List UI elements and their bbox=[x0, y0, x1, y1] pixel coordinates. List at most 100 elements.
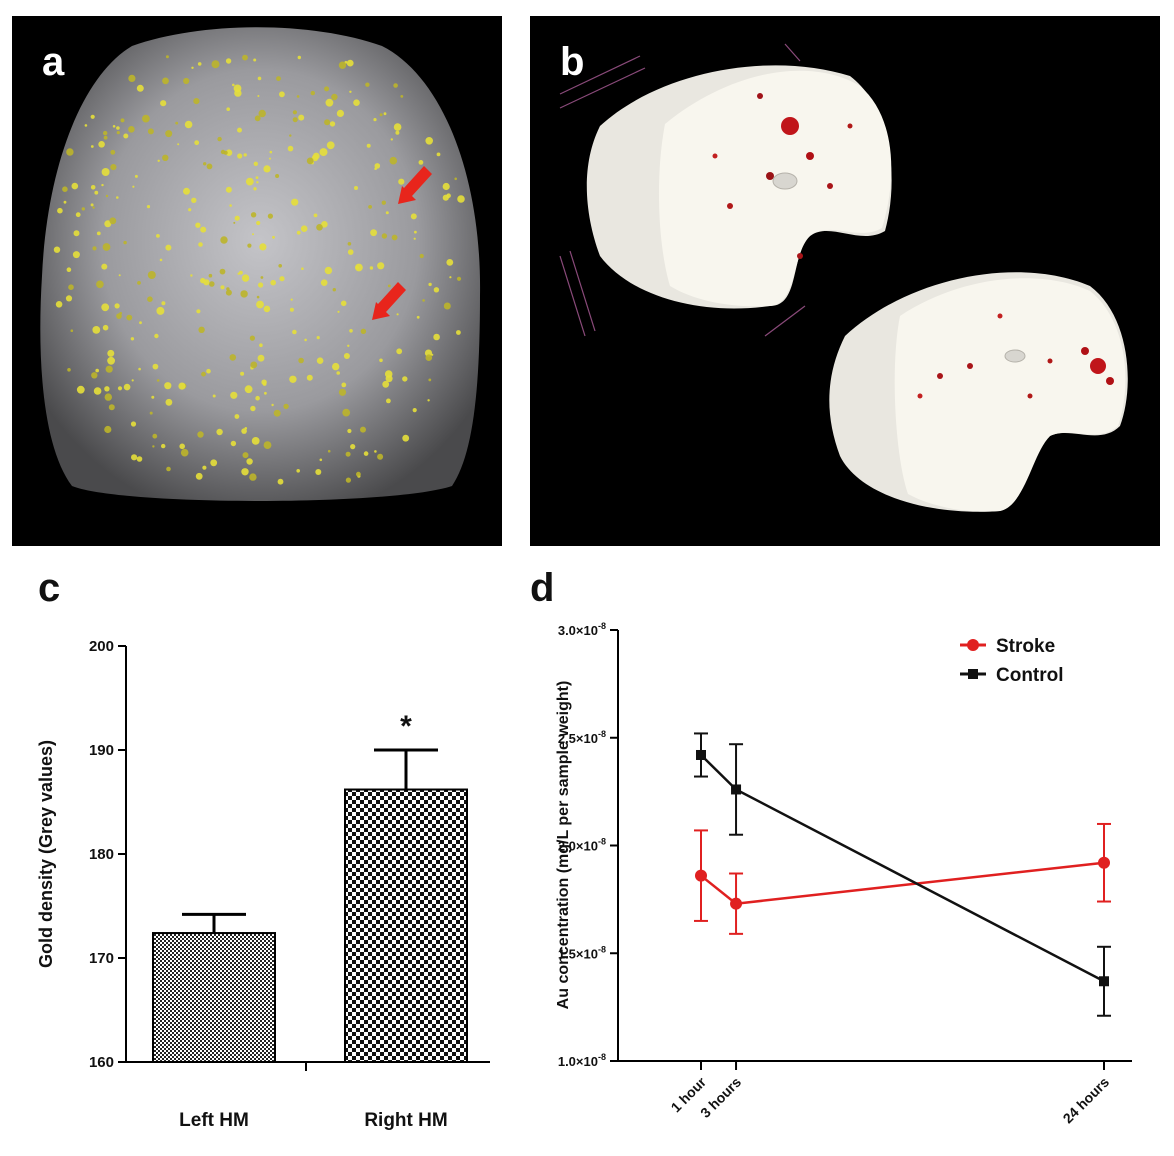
y-tick-label: 190 bbox=[89, 742, 114, 759]
gold-particle bbox=[250, 361, 258, 369]
gold-particle bbox=[349, 329, 353, 333]
gold-particle bbox=[273, 409, 281, 417]
gold-particle bbox=[355, 263, 363, 272]
gold-particle bbox=[327, 449, 331, 453]
gold-particle bbox=[175, 121, 179, 125]
gold-particle bbox=[382, 380, 390, 388]
gold-particle bbox=[225, 289, 232, 296]
gold-particle bbox=[272, 235, 275, 239]
gold-particle bbox=[116, 196, 119, 199]
gold-particle bbox=[114, 303, 120, 309]
gold-particle bbox=[96, 231, 101, 236]
gold-particle bbox=[457, 195, 465, 203]
gold-particle bbox=[91, 372, 98, 379]
gold-particle bbox=[109, 217, 117, 225]
gold-particle bbox=[230, 391, 238, 399]
gold-particle bbox=[337, 310, 340, 313]
gold-particle bbox=[161, 301, 166, 306]
legend-marker bbox=[967, 639, 979, 651]
gold-particle bbox=[134, 174, 138, 178]
gold-particle bbox=[118, 274, 121, 277]
gold-particle bbox=[329, 121, 336, 127]
gold-particle bbox=[365, 82, 370, 87]
gold-particle bbox=[178, 382, 186, 390]
gold-particle bbox=[289, 134, 292, 137]
gold-particle bbox=[104, 393, 113, 401]
gold-particle bbox=[336, 109, 344, 117]
gold-particle bbox=[203, 162, 207, 166]
panel-a-image: a bbox=[12, 16, 502, 546]
gold-particle bbox=[386, 398, 391, 404]
gold-particle bbox=[161, 443, 166, 449]
gold-particle bbox=[156, 306, 165, 315]
y-tick-label: 2.5×10-8 bbox=[558, 729, 606, 746]
panel-label-b: b bbox=[560, 40, 585, 84]
gold-particle bbox=[136, 84, 144, 92]
gold-particle bbox=[369, 266, 374, 270]
gold-particle bbox=[73, 230, 80, 237]
gold-particle bbox=[363, 451, 369, 456]
gold-particle bbox=[165, 130, 173, 138]
gold-particle bbox=[257, 354, 265, 362]
gold-particle bbox=[123, 383, 131, 391]
red-arrow-2 bbox=[372, 282, 406, 320]
gold-particle bbox=[90, 185, 96, 190]
gold-particle bbox=[229, 204, 232, 207]
gold-particle bbox=[336, 371, 341, 375]
gold-particle bbox=[241, 428, 247, 434]
gold-particle bbox=[249, 473, 257, 481]
gold-particle bbox=[211, 60, 220, 69]
gold-particle bbox=[262, 382, 267, 386]
gold-particle bbox=[157, 159, 160, 162]
gold-particle bbox=[232, 83, 235, 87]
gold-particle bbox=[240, 290, 248, 298]
gold-particle bbox=[296, 95, 300, 98]
gold-particle bbox=[316, 357, 324, 365]
gold-particle bbox=[139, 321, 142, 325]
gold-particle bbox=[103, 130, 108, 136]
gold-particle bbox=[220, 236, 228, 244]
gold-particle bbox=[137, 281, 141, 285]
gold-particle bbox=[374, 163, 381, 169]
gold-particle bbox=[239, 270, 243, 275]
gold-particle bbox=[256, 220, 261, 226]
gold-particle bbox=[62, 186, 68, 192]
gold-particle bbox=[250, 405, 256, 412]
brain-slices-b bbox=[559, 43, 1128, 512]
gold-particle bbox=[191, 66, 194, 69]
gold-particle bbox=[206, 368, 211, 374]
gold-particle bbox=[366, 143, 371, 148]
gold-particle bbox=[110, 164, 117, 171]
gold-particle bbox=[197, 62, 202, 66]
y-tick-label: 200 bbox=[89, 638, 114, 655]
gold-particle bbox=[190, 274, 193, 277]
gold-particle bbox=[84, 124, 88, 127]
gold-particle bbox=[338, 388, 347, 396]
gold-particle bbox=[390, 138, 393, 141]
gold-particle bbox=[428, 282, 432, 287]
gold-particle bbox=[418, 160, 424, 165]
gold-particle bbox=[242, 452, 249, 459]
gold-particle bbox=[258, 109, 266, 118]
gold-particle bbox=[370, 229, 377, 237]
gold-particle bbox=[147, 128, 154, 135]
gold-particle bbox=[425, 137, 434, 145]
gold-particle bbox=[332, 362, 340, 371]
gold-particle bbox=[251, 437, 260, 445]
gold-particle bbox=[385, 211, 389, 215]
gold-particle bbox=[75, 212, 81, 218]
gold-particle bbox=[393, 123, 402, 131]
gold-particle bbox=[225, 149, 233, 156]
brain-slice-1 bbox=[586, 65, 892, 309]
gold-particle bbox=[108, 404, 115, 411]
gold-particle bbox=[292, 110, 297, 115]
gold-particle bbox=[165, 55, 169, 59]
gold-particle bbox=[104, 220, 112, 228]
gold-particle bbox=[414, 230, 417, 234]
panel-label-d: d bbox=[530, 566, 555, 610]
panel-label-c: c bbox=[38, 566, 61, 610]
gold-particle bbox=[338, 61, 347, 69]
gold-particle bbox=[304, 338, 307, 342]
gold-particle bbox=[81, 207, 86, 211]
gold-particle bbox=[160, 100, 167, 107]
